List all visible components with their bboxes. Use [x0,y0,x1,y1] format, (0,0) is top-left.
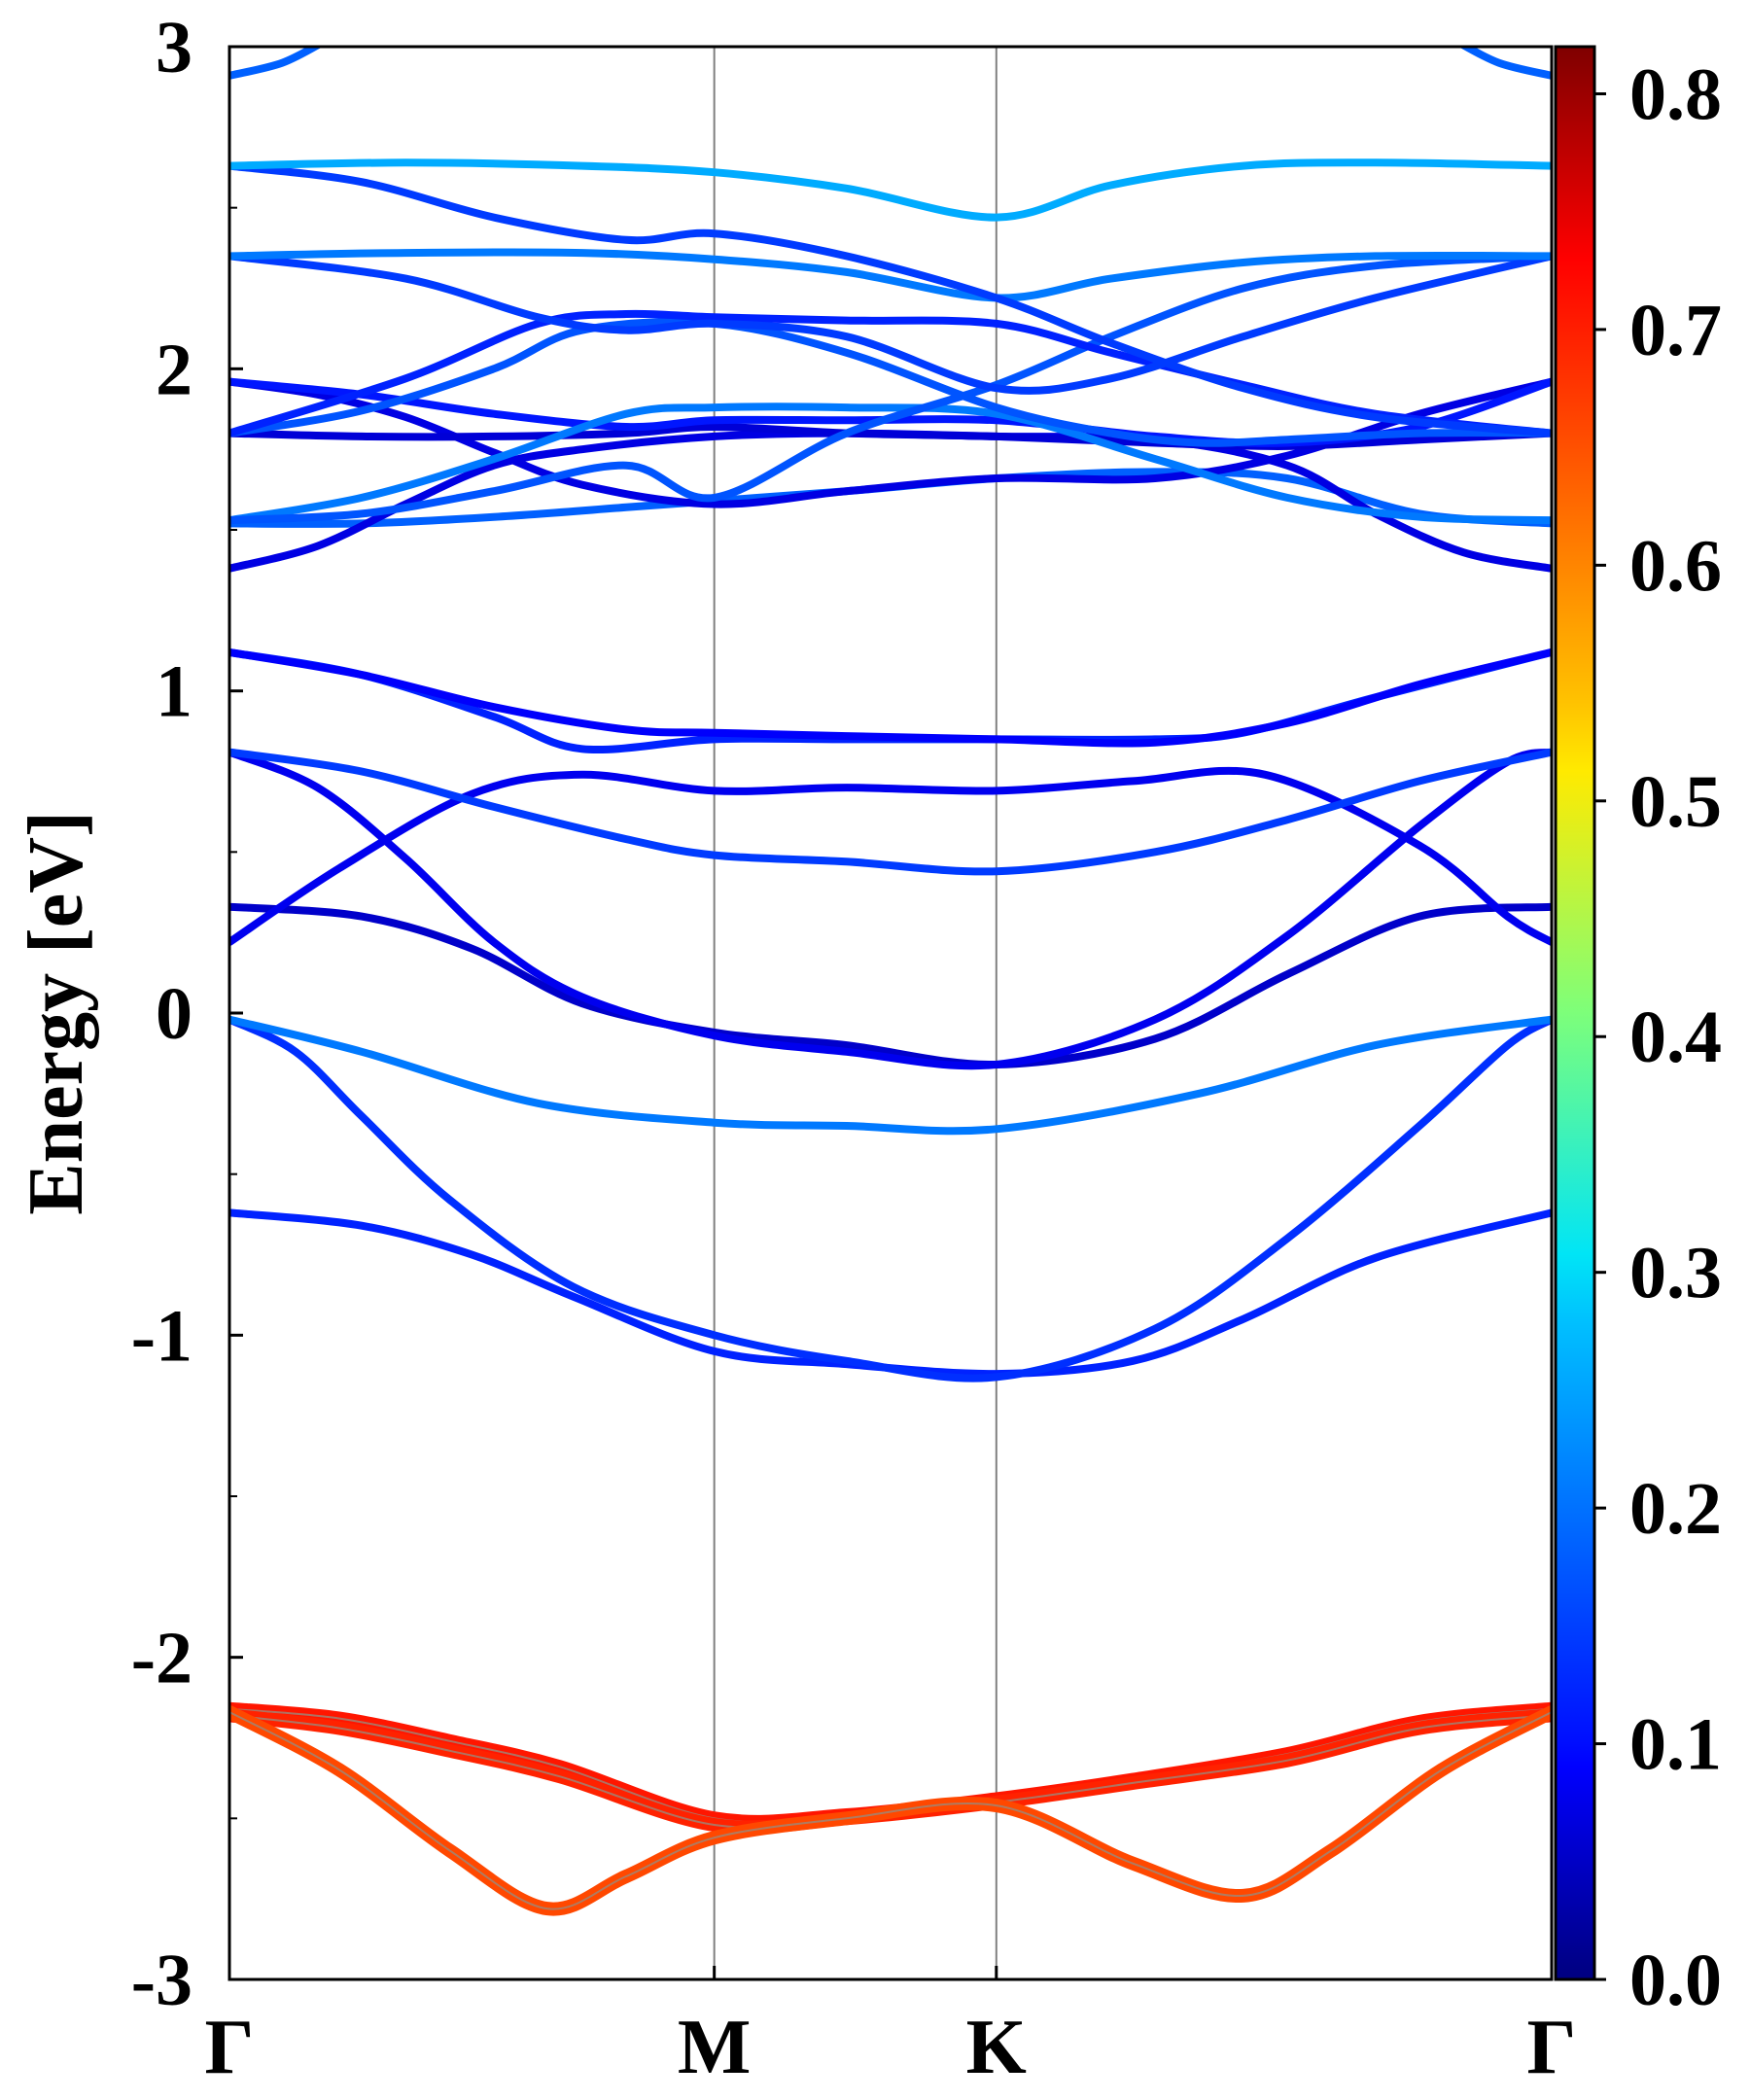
band-line [229,158,1552,222]
colorbar-tick-label: 0.7 [1629,290,1722,371]
colorbar-tick-label: 0.5 [1629,761,1722,843]
band-line [229,252,1552,395]
y-tick-label: 1 [156,651,192,733]
band-line [229,1015,1552,1382]
band-line [229,422,1552,450]
band-center-line [229,1711,1552,1910]
y-tick-label: -2 [131,1618,192,1699]
y-axis-label: Energy [eV] [14,811,99,1214]
x-tick-label: K [966,2005,1027,2090]
band-line [229,1015,1552,1136]
colorbar-tick-label: 0.3 [1629,1233,1722,1314]
colorbar-tick-label: 0.4 [1629,997,1722,1078]
plot-area: 3 2 1 0 -1 -2 -3 Γ M K Γ [131,7,1577,2090]
colorbar-tick-label: 0.0 [1629,1940,1722,2021]
band-line [229,766,1552,947]
band-line [229,748,1552,876]
colorbar-bar [1554,45,1596,1981]
band-line [229,902,1552,1069]
x-tick-label: M [678,2005,752,2090]
y-tick-label: -3 [131,1940,192,2021]
band-line [229,402,1552,525]
high-symmetry-lines [713,47,998,1979]
band-line [229,318,1552,447]
colorbar-tick-label: 0.6 [1629,525,1722,607]
band-line [229,248,1552,302]
y-axis-ticks: 3 2 1 0 -1 -2 -3 [131,7,243,2021]
band-line [229,309,1552,438]
band-line [229,161,1552,438]
y-tick-label: 0 [156,973,192,1055]
x-tick-label: Γ [205,2005,255,2090]
band-line [229,1208,1552,1379]
y-tick-label: 2 [156,329,192,410]
band-line [229,252,1552,525]
colorbar-ticks: 0.8 0.7 0.6 0.5 0.4 0.3 0.2 0.1 0.0 [1594,53,1722,2021]
colorbar-tick-label: 0.1 [1629,1704,1722,1786]
colorbar: 0.8 0.7 0.6 0.5 0.4 0.3 0.2 0.1 0.0 [1554,45,1722,2021]
band-line [229,748,1552,1070]
y-tick-label: 3 [156,7,192,88]
plot-frame [228,45,1554,1981]
band-line [229,648,1552,748]
colorbar-tick-label: 0.2 [1629,1468,1722,1550]
band-line [1458,47,1552,80]
band-line [229,1701,1552,1829]
band-lines [229,47,1552,1916]
x-tick-label: Γ [1527,2005,1577,2090]
colorbar-tick-label: 0.8 [1629,53,1722,135]
band-line [229,47,323,80]
y-tick-label: -1 [131,1295,192,1377]
